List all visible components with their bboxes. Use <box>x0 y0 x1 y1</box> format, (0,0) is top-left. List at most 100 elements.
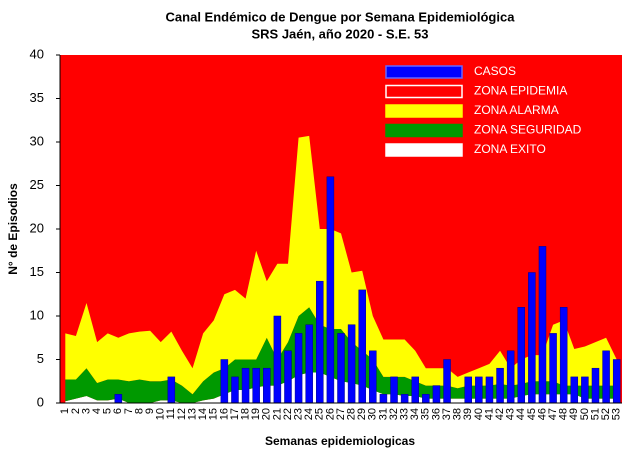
x-tick-label: 9 <box>144 408 156 414</box>
x-tick-label: 27 <box>335 408 347 420</box>
legend-label: ZONA EPIDEMIA <box>474 84 567 98</box>
x-tick-label: 49 <box>568 408 580 420</box>
x-tick-label: 28 <box>346 408 358 420</box>
x-tick-label: 30 <box>367 408 379 420</box>
x-tick-label: 50 <box>579 408 591 420</box>
bar <box>602 350 610 404</box>
bar <box>326 176 335 404</box>
bar <box>305 324 313 404</box>
x-tick-label: 4 <box>91 408 103 414</box>
x-tick-label: 38 <box>452 408 464 420</box>
x-tick-label: 29 <box>356 408 368 420</box>
bar <box>475 376 483 404</box>
x-tick-label: 23 <box>292 408 304 420</box>
bar <box>358 289 366 404</box>
x-tick-label: 52 <box>600 408 612 420</box>
bar <box>369 350 377 404</box>
bar <box>496 367 504 404</box>
y-tick-label: 0 <box>37 394 44 409</box>
x-tick-label: 34 <box>409 408 421 420</box>
zone-area <box>65 135 617 395</box>
legend-swatch <box>385 143 463 157</box>
bar <box>506 350 515 404</box>
x-tick-label: 41 <box>483 408 495 420</box>
bar <box>263 367 271 404</box>
legend-swatch <box>385 84 463 99</box>
bar <box>390 376 398 404</box>
x-tick-label: 51 <box>589 408 601 420</box>
x-tick-label: 5 <box>102 408 114 414</box>
x-tick-label: 15 <box>208 408 220 420</box>
bar <box>231 376 239 404</box>
bar <box>379 394 388 404</box>
x-tick-label: 48 <box>558 408 570 420</box>
y-tick-label: 10 <box>30 307 44 322</box>
x-tick-label: 39 <box>462 408 474 420</box>
bar <box>612 359 621 404</box>
legend-swatch <box>385 65 463 79</box>
x-tick-label: 11 <box>165 408 177 419</box>
bar <box>570 376 579 404</box>
bar <box>528 272 536 404</box>
x-tick-label: 47 <box>547 408 559 420</box>
bar <box>559 307 568 404</box>
legend-swatch <box>385 123 463 138</box>
bar <box>485 376 494 404</box>
x-tick-label: 26 <box>324 408 336 420</box>
bar <box>241 367 250 404</box>
bar <box>167 376 176 404</box>
legend-label: ZONA SEGURIDAD <box>474 123 582 137</box>
x-tick-label: 13 <box>186 408 198 420</box>
x-tick-label: 6 <box>112 408 124 414</box>
x-tick-label: 17 <box>229 408 241 420</box>
bar <box>400 394 409 404</box>
bar <box>443 359 451 404</box>
bar <box>273 315 282 404</box>
x-tick-label: 37 <box>441 408 453 420</box>
x-tick-label: 2 <box>70 408 82 414</box>
x-tick-label: 42 <box>494 408 506 420</box>
x-tick-label: 21 <box>271 408 283 420</box>
y-tick-label: 25 <box>30 177 44 192</box>
x-tick-label: 35 <box>420 408 432 420</box>
bar <box>422 394 430 404</box>
x-tick-label: 12 <box>176 408 188 420</box>
y-axis-title: N° de Episodios <box>6 183 20 275</box>
x-axis-title: Semanas epidemiologicas <box>265 434 415 448</box>
bar <box>220 359 229 404</box>
legend-swatch <box>385 104 463 118</box>
x-tick-label: 14 <box>197 408 209 420</box>
bar <box>337 333 345 404</box>
bar <box>252 367 260 404</box>
bar <box>581 376 589 404</box>
bar <box>432 385 441 404</box>
bar <box>294 333 303 404</box>
x-tick-label: 24 <box>303 408 315 420</box>
bar <box>114 394 123 404</box>
y-tick-label: 15 <box>30 264 44 279</box>
y-tick-label: 20 <box>30 220 44 235</box>
x-tick-label: 22 <box>282 408 294 420</box>
x-tick-label: 36 <box>430 408 442 420</box>
legend-label: CASOS <box>474 64 516 78</box>
x-tick-label: 8 <box>133 408 145 414</box>
y-tick-label: 40 <box>30 46 44 61</box>
bar <box>591 367 600 404</box>
legend-label: ZONA ALARMA <box>474 103 559 117</box>
legend-label: ZONA EXITO <box>474 142 546 156</box>
chart-subtitle: SRS Jaén, año 2020 - S.E. 53 <box>251 26 428 41</box>
x-tick-label: 43 <box>505 408 517 420</box>
bar <box>316 280 324 404</box>
y-tick-label: 30 <box>30 133 44 148</box>
x-tick-label: 46 <box>536 408 548 420</box>
x-tick-label: 18 <box>239 408 251 420</box>
x-tick-label: 16 <box>218 408 230 420</box>
x-tick-label: 10 <box>155 408 167 420</box>
bar <box>347 324 356 404</box>
bar <box>464 376 472 404</box>
bar <box>517 307 526 404</box>
x-tick-label: 40 <box>473 408 485 420</box>
x-tick-label: 20 <box>261 408 273 420</box>
x-tick-label: 19 <box>250 408 262 420</box>
